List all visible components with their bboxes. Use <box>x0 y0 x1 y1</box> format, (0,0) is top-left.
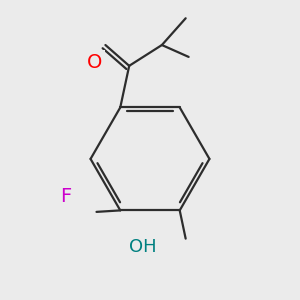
Text: O: O <box>87 53 103 72</box>
Text: OH: OH <box>129 238 156 256</box>
Text: F: F <box>60 187 71 206</box>
